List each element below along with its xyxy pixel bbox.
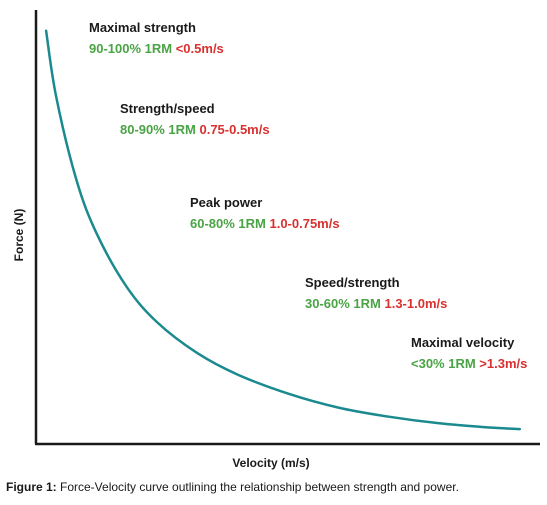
zone-annotation: Maximal velocity <30% 1RM >1.3m/s xyxy=(411,335,527,371)
caption-label: Figure 1: xyxy=(6,480,57,494)
force-velocity-curve xyxy=(44,29,522,431)
zone-title: Speed/strength xyxy=(305,275,400,290)
caption-text: Force-Velocity curve outlining the relat… xyxy=(56,480,459,494)
zone-title: Maximal strength xyxy=(89,20,196,35)
force-velocity-chart: Maximal strength 90-100% 1RM <0.5m/s Stren… xyxy=(12,10,540,470)
zone-percent: 90-100% 1RM xyxy=(89,41,176,56)
zone-velocity: 1.3-1.0m/s xyxy=(384,296,447,311)
zone-title: Maximal velocity xyxy=(411,335,515,350)
zone-annotation: Speed/strength 30-60% 1RM 1.3-1.0m/s xyxy=(305,275,447,311)
zone-percent: 80-90% 1RM xyxy=(120,122,199,137)
zone-annotation: Peak power 60-80% 1RM 1.0-0.75m/s xyxy=(190,195,340,231)
x-axis-label: Velocity (m/s) xyxy=(232,456,309,470)
curve-layer xyxy=(44,29,522,431)
zone-velocity: >1.3m/s xyxy=(479,356,527,371)
zone-velocity: 0.75-0.5m/s xyxy=(199,122,269,137)
zone-title: Strength/speed xyxy=(120,101,215,116)
zone-percent: 30-60% 1RM xyxy=(305,296,384,311)
zone-annotation: Maximal strength 90-100% 1RM <0.5m/s xyxy=(89,20,224,56)
figure-caption: Figure 1: Force-Velocity curve outlining… xyxy=(6,480,541,494)
zone-annotations: Maximal strength 90-100% 1RM <0.5m/s Stren… xyxy=(89,20,527,371)
zone-detail: 80-90% 1RM 0.75-0.5m/s xyxy=(120,122,270,137)
zone-percent: 60-80% 1RM xyxy=(190,216,269,231)
zone-annotation: Strength/speed 80-90% 1RM 0.75-0.5m/s xyxy=(120,101,270,137)
zone-detail: <30% 1RM >1.3m/s xyxy=(411,356,527,371)
zone-detail: 30-60% 1RM 1.3-1.0m/s xyxy=(305,296,447,311)
zone-velocity: <0.5m/s xyxy=(176,41,224,56)
axes xyxy=(34,10,540,446)
zone-velocity: 1.0-0.75m/s xyxy=(269,216,339,231)
zone-detail: 90-100% 1RM <0.5m/s xyxy=(89,41,224,56)
zone-detail: 60-80% 1RM 1.0-0.75m/s xyxy=(190,216,340,231)
zone-percent: <30% 1RM xyxy=(411,356,479,371)
y-axis-label: Force (N) xyxy=(12,209,26,262)
zone-title: Peak power xyxy=(190,195,262,210)
